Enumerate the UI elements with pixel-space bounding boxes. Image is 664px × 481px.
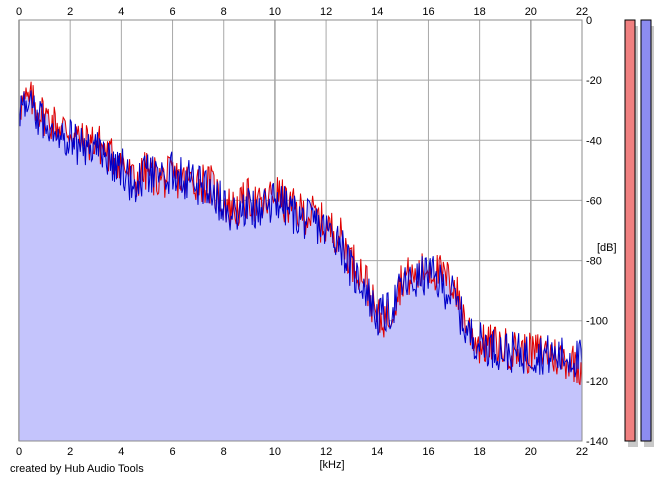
x-tick-label-top: 6 [169, 6, 175, 18]
credit-text: created by Hub Audio Tools [10, 463, 144, 475]
x-tick-label-top: 14 [371, 6, 383, 18]
x-tick-label-bottom: 4 [118, 446, 124, 458]
y-tick-label: -20 [586, 75, 602, 87]
x-tick-label-bottom: 8 [221, 446, 227, 458]
x-tick-label-bottom: 2 [67, 446, 73, 458]
x-tick-label-top: 16 [422, 6, 434, 18]
y-tick-label: -100 [586, 316, 608, 328]
y-tick-label: -80 [586, 256, 602, 268]
plot-frame [18, 19, 583, 442]
x-tick-label-top: 2 [67, 6, 73, 18]
y-tick-label: -140 [586, 436, 608, 448]
x-tick-label-bottom: 12 [320, 446, 332, 458]
x-tick-label-top: 10 [269, 6, 281, 18]
level-meter-right [640, 19, 652, 442]
x-tick-label-bottom: 10 [269, 446, 281, 458]
level-meters [624, 19, 654, 447]
x-tick-label-top: 18 [474, 6, 486, 18]
level-meter-left [624, 19, 636, 442]
y-axis-label: [dB] [597, 242, 617, 254]
x-tick-label-top: 22 [576, 6, 588, 18]
x-tick-label-top: 20 [525, 6, 537, 18]
x-tick-label-bottom: 0 [16, 446, 22, 458]
x-axis-bottom: 0 2 4 6 8 10 12 14 16 18 20 22 [16, 446, 588, 458]
x-tick-label-bottom: 18 [474, 446, 486, 458]
x-tick-label-bottom: 22 [576, 446, 588, 458]
x-tick-label-top: 12 [320, 6, 332, 18]
x-tick-label-bottom: 16 [422, 446, 434, 458]
x-tick-label-bottom: 6 [169, 446, 175, 458]
x-tick-label-top: 4 [118, 6, 124, 18]
y-axis: 0 -20 -40 -60 -80 -100 -120 -140 [586, 15, 608, 448]
x-tick-label-top: 0 [16, 6, 22, 18]
x-tick-label-top: 8 [221, 6, 227, 18]
series-line-right [18, 90, 583, 378]
series-lines [18, 81, 583, 386]
y-tick-label: -120 [586, 376, 608, 388]
x-axis-label: [kHz] [319, 459, 344, 471]
y-tick-label: -40 [586, 135, 602, 147]
y-tick-label: -60 [586, 195, 602, 207]
x-axis-top: 0 2 4 6 8 10 12 14 16 18 20 22 [16, 6, 588, 18]
x-tick-label-bottom: 20 [525, 446, 537, 458]
x-tick-label-bottom: 14 [371, 446, 383, 458]
y-tick-label: 0 [586, 15, 592, 27]
